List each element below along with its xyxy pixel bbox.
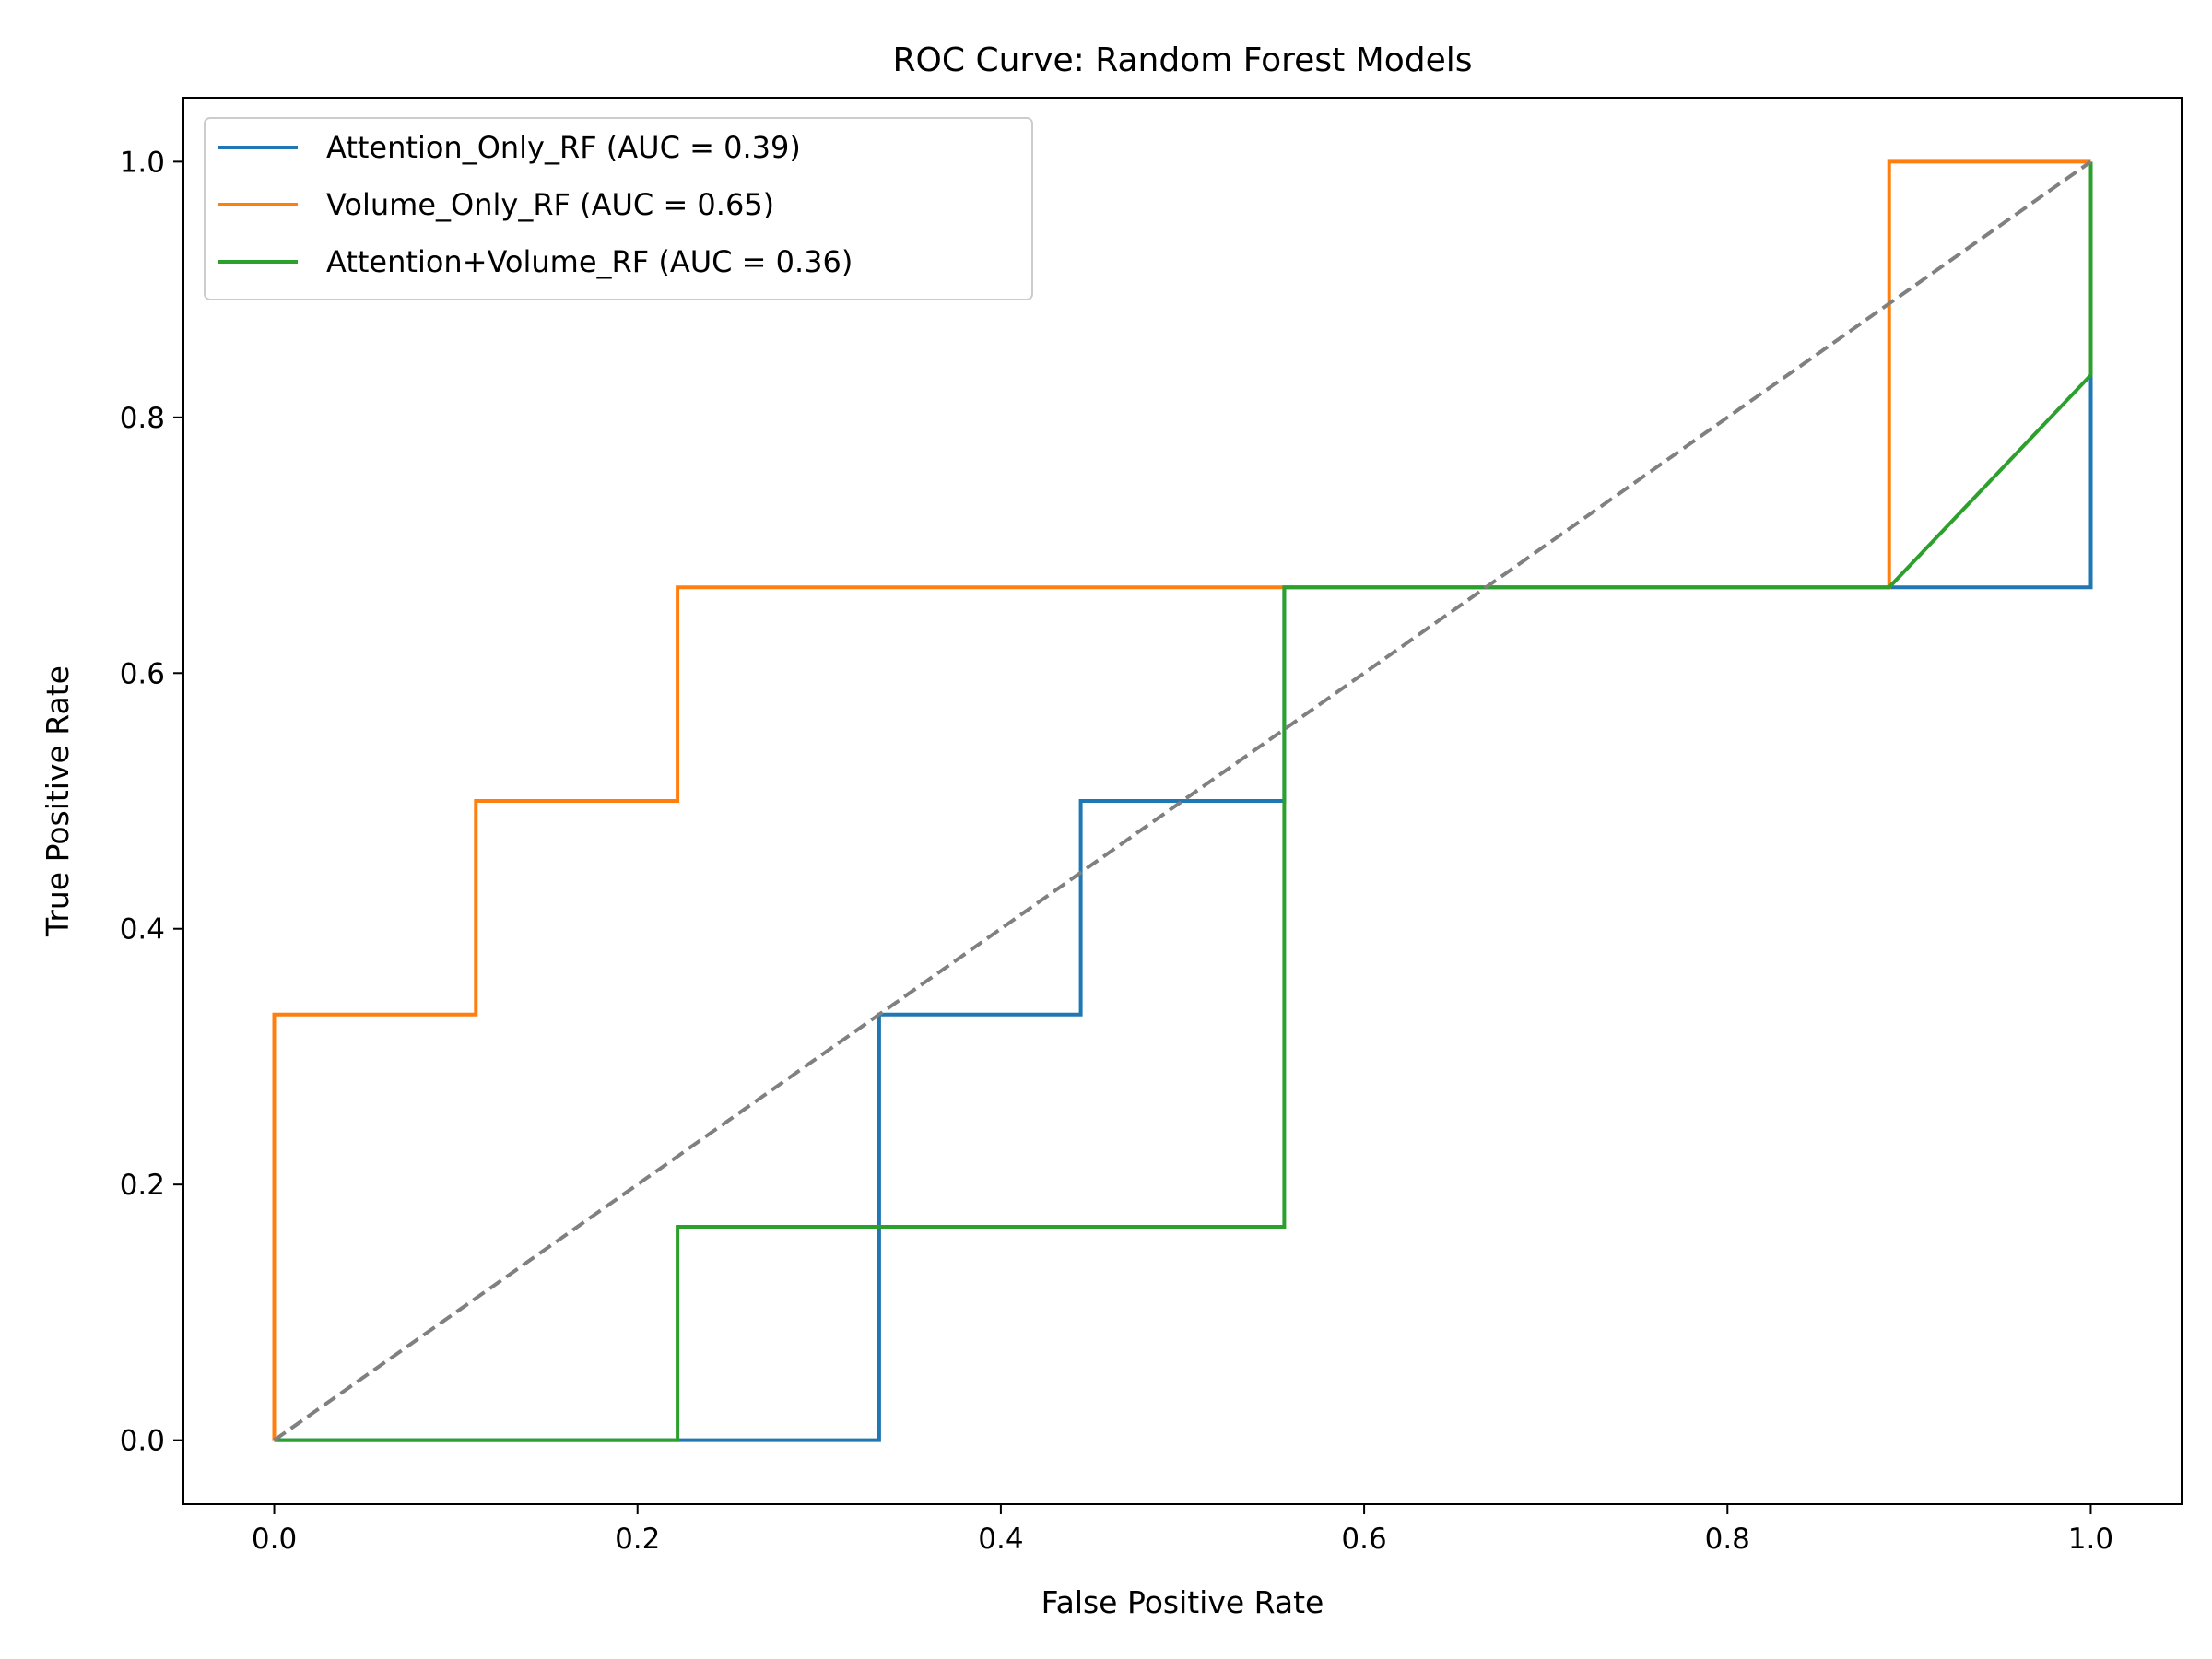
legend-label: Volume_Only_RF (AUC = 0.65) (326, 187, 774, 222)
plot-border (182, 97, 2183, 1505)
y-tick-label: 0.6 (120, 657, 165, 690)
series-layer (272, 159, 2093, 1442)
y-tick-label: 0.4 (120, 913, 165, 947)
y-axis-label: True Positive Rate (40, 665, 76, 937)
plot-area (182, 97, 2183, 1505)
legend: Attention_Only_RF (AUC = 0.39) Volume_Onl… (204, 117, 1033, 300)
chart-title: ROC Curve: Random Forest Models (893, 41, 1473, 79)
x-tick-label: 0.0 (252, 1523, 297, 1556)
y-tick-label: 1.0 (120, 146, 165, 179)
x-tick-label: 0.4 (978, 1523, 1023, 1556)
x-tick-label: 0.2 (615, 1523, 660, 1556)
y-tick-label: 0.8 (120, 402, 165, 435)
x-axis: 0.0 0.2 0.4 0.6 0.8 1.0 (252, 1504, 2113, 1556)
y-axis: 0.0 0.2 0.4 0.6 0.8 1.0 (120, 146, 183, 1458)
x-axis-label: False Positive Rate (1041, 1584, 1324, 1620)
legend-label: Attention+Volume_RF (AUC = 0.36) (326, 244, 853, 279)
series-line-attention-volume-rf (274, 161, 2093, 1442)
x-tick-label: 0.8 (1705, 1523, 1750, 1556)
legend-label: Attention_Only_RF (AUC = 0.39) (326, 130, 801, 165)
y-tick-label: 0.0 (120, 1425, 165, 1458)
reference-diagonal-line (273, 159, 2092, 1442)
y-tick-label: 0.2 (120, 1169, 165, 1202)
legend-box (204, 117, 1033, 300)
x-tick-label: 1.0 (2068, 1523, 2113, 1556)
x-tick-label: 0.6 (1341, 1523, 1386, 1556)
legend-items: Attention_Only_RF (AUC = 0.39) Volume_Onl… (218, 130, 853, 279)
